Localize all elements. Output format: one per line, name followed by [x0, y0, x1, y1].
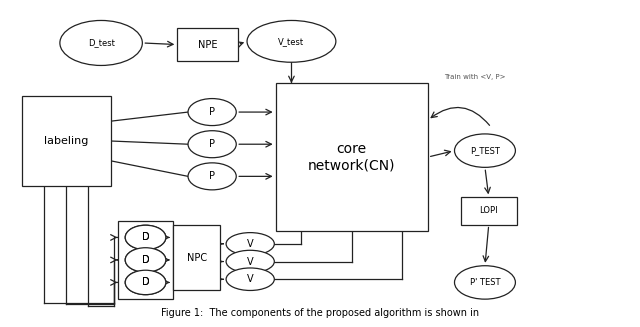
Text: D: D [141, 277, 149, 287]
Ellipse shape [188, 163, 236, 190]
Text: Train with <V, P>: Train with <V, P> [444, 74, 505, 80]
Bar [276, 83, 428, 231]
Text: D: D [141, 255, 149, 265]
Ellipse shape [247, 21, 336, 62]
Ellipse shape [226, 250, 275, 273]
Text: P: P [209, 171, 215, 181]
Ellipse shape [454, 266, 515, 299]
Bar [173, 225, 220, 290]
Text: Figure 1:  The components of the proposed algorithm is shown in: Figure 1: The components of the proposed… [161, 308, 479, 318]
Text: D: D [141, 277, 149, 287]
Ellipse shape [125, 270, 166, 295]
Ellipse shape [125, 270, 166, 295]
Text: P_TEST: P_TEST [470, 146, 500, 155]
Text: D: D [141, 255, 149, 265]
Text: P: P [209, 107, 215, 117]
Text: D: D [141, 232, 149, 242]
Text: NPE: NPE [198, 40, 217, 50]
Text: P' TEST: P' TEST [470, 278, 500, 287]
Text: core
network(CN): core network(CN) [308, 142, 396, 172]
Text: D: D [141, 232, 149, 242]
Text: LOPI: LOPI [479, 206, 498, 215]
Bar [118, 221, 173, 299]
Ellipse shape [454, 134, 515, 167]
Text: P: P [209, 139, 215, 149]
Text: V: V [247, 239, 253, 249]
Text: V: V [247, 274, 253, 284]
Ellipse shape [188, 131, 236, 158]
Text: D_test: D_test [88, 39, 115, 47]
Text: labeling: labeling [44, 136, 88, 146]
Ellipse shape [125, 225, 166, 250]
Ellipse shape [226, 232, 275, 255]
Bar [22, 96, 111, 186]
Text: V: V [247, 257, 253, 267]
Ellipse shape [125, 248, 166, 272]
Text: V_test: V_test [278, 37, 305, 46]
Ellipse shape [125, 225, 166, 250]
Text: NPC: NPC [186, 252, 207, 263]
Ellipse shape [125, 248, 166, 272]
Bar [461, 197, 516, 225]
Bar [177, 28, 237, 60]
Ellipse shape [188, 98, 236, 126]
Ellipse shape [226, 268, 275, 290]
Ellipse shape [60, 21, 142, 65]
